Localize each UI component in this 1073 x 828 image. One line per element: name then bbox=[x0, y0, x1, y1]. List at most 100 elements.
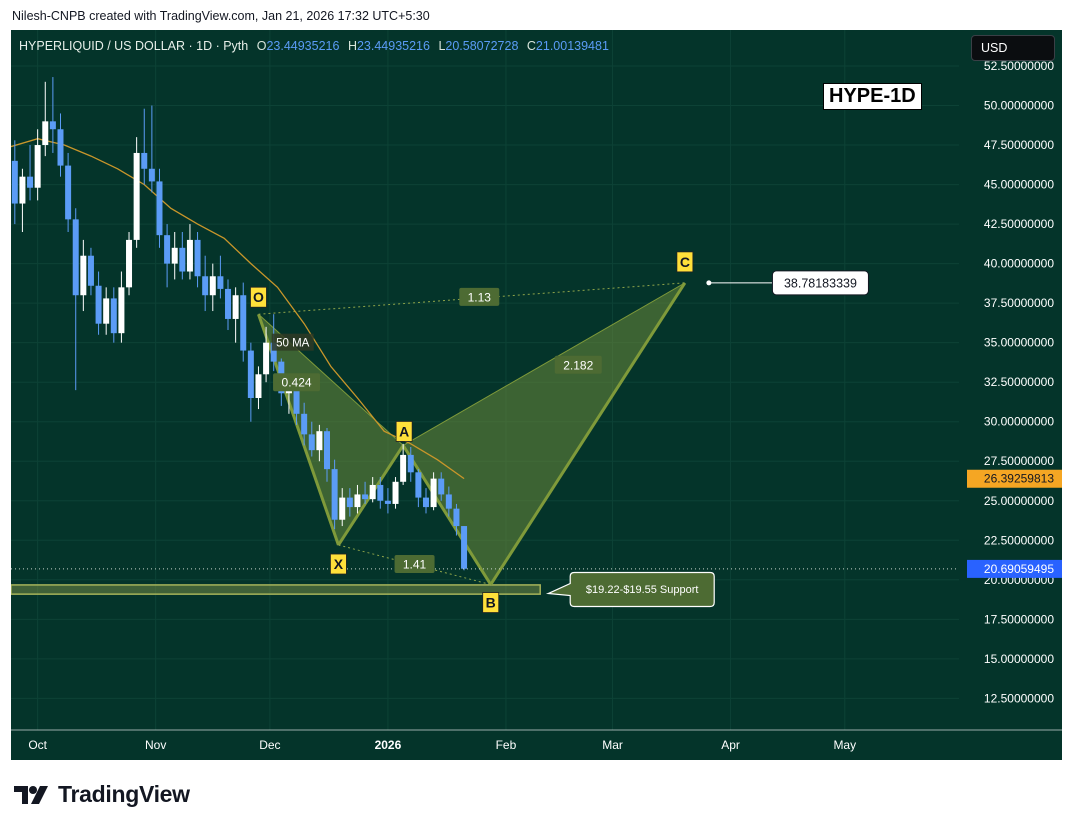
ma-50-line bbox=[11, 138, 465, 480]
candle-body bbox=[407, 454, 414, 473]
candle-body bbox=[194, 239, 201, 277]
time-tick-label: Mar bbox=[602, 738, 623, 752]
chart-canvas[interactable]: 0.424 1.41 2.182 1.13 50 MA 38.78183339 $19.22… bbox=[11, 30, 1062, 760]
time-tick-label: Apr bbox=[721, 738, 740, 752]
candle-body bbox=[42, 121, 49, 146]
candle-body bbox=[369, 484, 376, 500]
candle-body bbox=[217, 276, 224, 289]
ratio-label-box bbox=[459, 287, 500, 306]
currency-button[interactable]: USD bbox=[971, 35, 1055, 61]
price-tick-label: 37.50000000 bbox=[984, 296, 1054, 310]
ratio-label-box bbox=[394, 555, 435, 573]
candle-body bbox=[202, 276, 209, 296]
time-axis-background bbox=[11, 730, 1062, 760]
pattern-leg-ab bbox=[401, 444, 492, 586]
candle-body bbox=[331, 469, 338, 520]
price-axis-background bbox=[959, 30, 1062, 730]
ratio-label: 1.13 bbox=[468, 290, 492, 304]
symbol-label[interactable]: HYPERLIQUID / US DOLLAR · 1D · Pyth bbox=[19, 39, 249, 53]
candle-body bbox=[209, 276, 216, 296]
price-tick-label: 27.50000000 bbox=[984, 454, 1054, 468]
time-tick-label: 2026 bbox=[375, 738, 402, 752]
candle-body bbox=[80, 255, 87, 296]
time-tick-label: Nov bbox=[145, 738, 166, 752]
tradingview-logo-icon bbox=[14, 785, 48, 804]
candle-body bbox=[225, 288, 232, 319]
open-label: O bbox=[256, 39, 267, 53]
support-callout-box bbox=[545, 571, 715, 608]
ma-label: 50 MA bbox=[276, 338, 310, 350]
price-marker-label: 20.69059495 bbox=[984, 562, 1054, 576]
candle-body bbox=[324, 431, 330, 470]
candle-body bbox=[87, 255, 94, 286]
pattern-point-box bbox=[482, 592, 500, 613]
ratio-label: 0.424 bbox=[282, 376, 312, 390]
price-tick-label: 12.50000000 bbox=[984, 691, 1054, 705]
time-axis[interactable]: Oct Nov Dec 2026 Feb Mar Apr May bbox=[11, 729, 1062, 760]
ticker-header: HYPERLIQUID / US DOLLAR · 1D · Pyth O23.… bbox=[19, 39, 609, 53]
candle-body bbox=[72, 219, 79, 296]
candle-body bbox=[453, 508, 460, 527]
candle-body bbox=[377, 484, 384, 501]
time-tick-label: May bbox=[833, 738, 856, 752]
time-tick-label: Oct bbox=[28, 738, 47, 752]
candle-body bbox=[148, 168, 155, 182]
candle-body bbox=[415, 472, 422, 498]
moving-average-layer bbox=[11, 138, 465, 480]
chart-credit: Nilesh-CNPB created with TradingView.com… bbox=[12, 9, 430, 23]
candle-body bbox=[118, 287, 125, 334]
price-tick-label: 17.50000000 bbox=[984, 612, 1054, 626]
candle-body bbox=[354, 494, 361, 508]
price-tick-label: 15.00000000 bbox=[984, 652, 1054, 666]
ratio-label-box bbox=[554, 355, 602, 374]
price-tick-label: 25.00000000 bbox=[984, 494, 1054, 508]
candle-body bbox=[57, 129, 64, 166]
pattern-edge-ac bbox=[402, 282, 686, 446]
pattern-point-label: X bbox=[334, 556, 344, 572]
candle-body bbox=[156, 181, 163, 236]
pattern-leg-bc bbox=[489, 282, 687, 586]
support-zone-band bbox=[11, 584, 541, 595]
ratio-label-box bbox=[273, 373, 321, 392]
candle-body bbox=[430, 478, 437, 508]
candle-body bbox=[65, 165, 72, 220]
candle-body bbox=[34, 145, 41, 188]
candle-body bbox=[301, 413, 308, 435]
candle-body bbox=[263, 342, 270, 375]
price-tick-label: 47.50000000 bbox=[984, 138, 1054, 152]
candle-body bbox=[316, 431, 323, 451]
candle-body bbox=[19, 176, 26, 204]
price-tick-label: 50.00000000 bbox=[984, 99, 1054, 113]
open-value: 23.44935216 bbox=[266, 39, 340, 53]
pattern-point-label: A bbox=[399, 423, 409, 439]
high-label: H bbox=[347, 39, 357, 53]
chart-panel[interactable]: 0.424 1.41 2.182 1.13 50 MA 38.78183339 $19.22… bbox=[11, 30, 1062, 760]
candle-body bbox=[400, 454, 407, 482]
pattern-triangle-oxa bbox=[258, 314, 404, 546]
pattern-point-label: B bbox=[486, 595, 496, 611]
pattern-ratio-line-oc bbox=[258, 282, 685, 315]
candle-body bbox=[422, 497, 429, 508]
candles-layer bbox=[11, 77, 468, 571]
candle-body bbox=[103, 298, 110, 324]
annotation-layer: 0.424 1.41 2.182 1.13 50 MA 38.78183339 $19.22… bbox=[11, 251, 959, 613]
price-axis[interactable]: 12.5000000015.0000000017.5000000020.0000… bbox=[959, 30, 1062, 730]
pattern-point-box bbox=[250, 286, 267, 308]
candle-body bbox=[392, 481, 399, 504]
pattern-point-box bbox=[330, 553, 347, 575]
price-tick-label: 40.00000000 bbox=[984, 257, 1054, 271]
ma-label-box bbox=[271, 333, 314, 351]
price-tick-label: 45.00000000 bbox=[984, 178, 1054, 192]
candle-body bbox=[171, 247, 178, 264]
price-tick-label: 35.00000000 bbox=[984, 336, 1054, 350]
high-value: 23.44935216 bbox=[356, 39, 430, 53]
candle-body bbox=[133, 152, 140, 240]
pattern-point-box bbox=[676, 251, 694, 273]
target-price-callout: 38.78183339 bbox=[784, 276, 857, 290]
candle-body bbox=[126, 239, 133, 288]
candle-body bbox=[27, 176, 34, 188]
ratio-label: 1.41 bbox=[403, 558, 427, 572]
support-callout-label: $19.22-$19.55 Support bbox=[586, 584, 699, 596]
tradingview-logo[interactable]: TradingView bbox=[14, 781, 190, 808]
pattern-point-label: O bbox=[253, 289, 264, 305]
